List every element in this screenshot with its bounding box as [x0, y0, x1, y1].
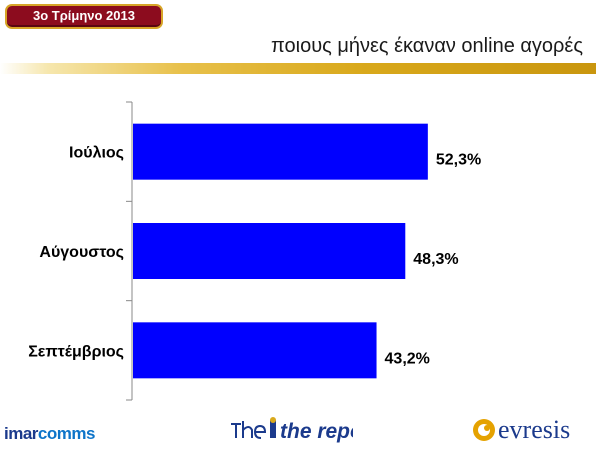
bar-chart: Ιούλιος 52,3% Αύγουστος 48,3% Σεπτέμβριος 43,…	[28, 101, 481, 401]
chart-title: ποιους μήνες έκαναν online αγορές	[270, 35, 583, 57]
value-label: 43,2%	[385, 350, 430, 367]
bar-2	[133, 223, 406, 279]
header-divider	[0, 63, 596, 74]
bar-1	[133, 123, 428, 180]
value-label: 48,3%	[413, 251, 458, 268]
imarcomms-logo-text-b: comms	[37, 424, 96, 443]
value-label: 52,3%	[436, 152, 481, 169]
period-badge-label: 3ο Τρίμηνο 2013	[7, 6, 161, 27]
category-label: Αύγουστος	[39, 244, 124, 261]
period-badge: 3ο Τρίμηνο 2013	[5, 4, 163, 29]
imarcomms-logo-text-a: imar	[4, 424, 38, 443]
bar-3	[133, 322, 377, 379]
thereport-logo: the report	[231, 417, 353, 443]
evresis-logo: evresis	[473, 416, 570, 444]
evresis-logo-text: evresis	[498, 416, 570, 444]
category-label: Ιούλιος	[69, 145, 124, 162]
imarcomms-logo: imarcomms	[4, 424, 95, 454]
thereport-logo-text: the report	[280, 420, 353, 443]
category-label: Σεπτέμβριος	[28, 343, 124, 360]
